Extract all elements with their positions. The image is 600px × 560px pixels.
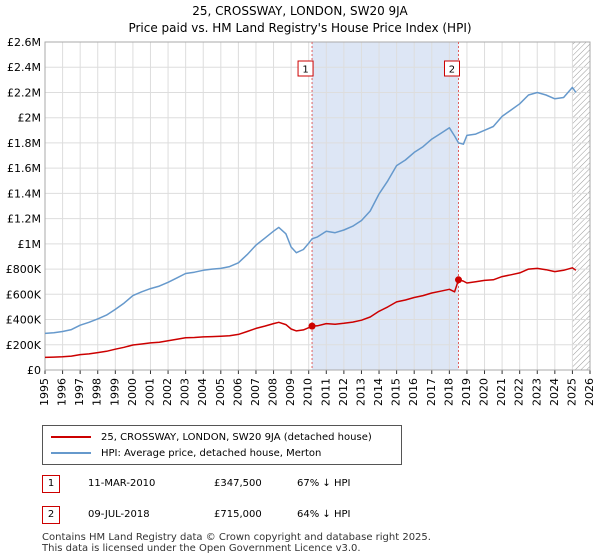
y-tick-label: £800K	[6, 263, 42, 276]
y-tick-label: £2.2M	[7, 86, 41, 99]
transaction-number-badge: 1	[42, 475, 60, 493]
x-tick-label: 1999	[108, 378, 121, 406]
x-tick-label: 2011	[319, 378, 332, 406]
y-tick-label: £1.8M	[7, 137, 41, 150]
legend-swatch-property	[51, 436, 91, 438]
x-tick-label: 2005	[214, 378, 227, 406]
x-tick-label: 2006	[231, 378, 244, 406]
transaction-date: 11-MAR-2010	[88, 478, 156, 489]
sale-label-box	[443, 60, 460, 77]
sale-point	[308, 322, 316, 330]
y-tick-label: £400K	[6, 314, 42, 327]
legend-item-hpi: HPI: Average price, detached house, Mert…	[51, 446, 321, 460]
x-tick-label: 2025	[565, 378, 578, 406]
chart-subtitle: Price paid vs. HM Land Registry's House …	[128, 21, 472, 35]
price-chart: £0 £200K £400K £600K £800K £1M £1.2M £1.4M £1.6M…	[6, 36, 596, 406]
x-tick-label: 2002	[161, 378, 174, 406]
y-tick-label: £1.2M	[7, 213, 41, 226]
x-tick-label: 2001	[143, 378, 156, 406]
legend-label-property: 25, CROSSWAY, LONDON, SW20 9JA (detached…	[101, 431, 372, 443]
sale-label-text: 2	[449, 65, 455, 76]
transaction-date: 09-JUL-2018	[88, 509, 150, 520]
x-tick-label: 1998	[91, 378, 104, 406]
x-tick-label: 1995	[38, 378, 51, 406]
legend: 25, CROSSWAY, LONDON, SW20 9JA (detached…	[42, 425, 402, 465]
x-tick-label: 2022	[513, 378, 526, 406]
x-tick-label: 2026	[583, 378, 596, 406]
y-tick-label: £200K	[6, 339, 42, 352]
x-tick-label: 2018	[442, 378, 455, 406]
x-tick-label: 1997	[73, 378, 86, 406]
x-tick-label: 2015	[390, 378, 403, 406]
x-tick-label: 2023	[530, 378, 543, 406]
x-tick-label: 2019	[460, 378, 473, 406]
transaction-price: £715,000	[214, 509, 262, 520]
footer-copyright: Contains HM Land Registry data © Crown c…	[42, 532, 431, 543]
x-tick-label: 1996	[56, 378, 69, 406]
x-tick-label: 2010	[302, 378, 315, 406]
transaction-hpi-diff: 67% ↓ HPI	[297, 478, 351, 489]
x-tick-label: 2014	[372, 378, 385, 406]
x-tick-label: 2003	[179, 378, 192, 406]
hpi-line	[44, 86, 577, 335]
x-tick-label: 2004	[196, 378, 209, 406]
y-tick-label: £0	[27, 364, 41, 377]
x-tick-label: 2009	[284, 378, 297, 406]
transaction-price: £347,500	[214, 478, 262, 489]
x-tick-label: 2008	[267, 378, 280, 406]
sale-label-text: 1	[302, 65, 308, 76]
sale-label-box	[297, 60, 314, 77]
x-tick-label: 2017	[425, 378, 438, 406]
legend-item-property: 25, CROSSWAY, LONDON, SW20 9JA (detached…	[51, 430, 372, 444]
transaction-hpi-diff: 64% ↓ HPI	[297, 509, 351, 520]
y-tick-label: £2.4M	[7, 61, 41, 74]
x-tick-label: 2016	[407, 378, 420, 406]
x-tick-label: 2000	[126, 378, 139, 406]
x-tick-label: 2021	[495, 378, 508, 406]
x-tick-label: 2007	[249, 378, 262, 406]
legend-label-hpi: HPI: Average price, detached house, Mert…	[101, 447, 322, 459]
x-tick-label: 2013	[354, 378, 367, 406]
forecast-hatch	[572, 42, 590, 370]
y-tick-label: £600K	[6, 288, 42, 301]
plot-border	[44, 41, 591, 371]
x-tick-label: 2012	[337, 378, 350, 406]
y-tick-label: £1.6M	[7, 162, 41, 175]
footer-licence: This data is licensed under the Open Gov…	[42, 543, 361, 554]
transaction-number-badge: 2	[42, 506, 60, 524]
x-tick-label: 2024	[548, 378, 561, 406]
sale-point	[454, 276, 462, 284]
ownership-shade	[312, 42, 459, 370]
footer: Contains HM Land Registry data © Crown c…	[42, 532, 431, 554]
x-tick-label: 2020	[478, 378, 491, 406]
y-tick-label: £2M	[18, 112, 42, 125]
legend-swatch-hpi	[51, 452, 91, 454]
y-tick-label: £1M	[18, 238, 42, 251]
y-tick-label: £2.6M	[7, 36, 41, 49]
chart-title: 25, CROSSWAY, LONDON, SW20 9JA	[192, 4, 408, 18]
y-tick-label: £1.4M	[7, 187, 41, 200]
